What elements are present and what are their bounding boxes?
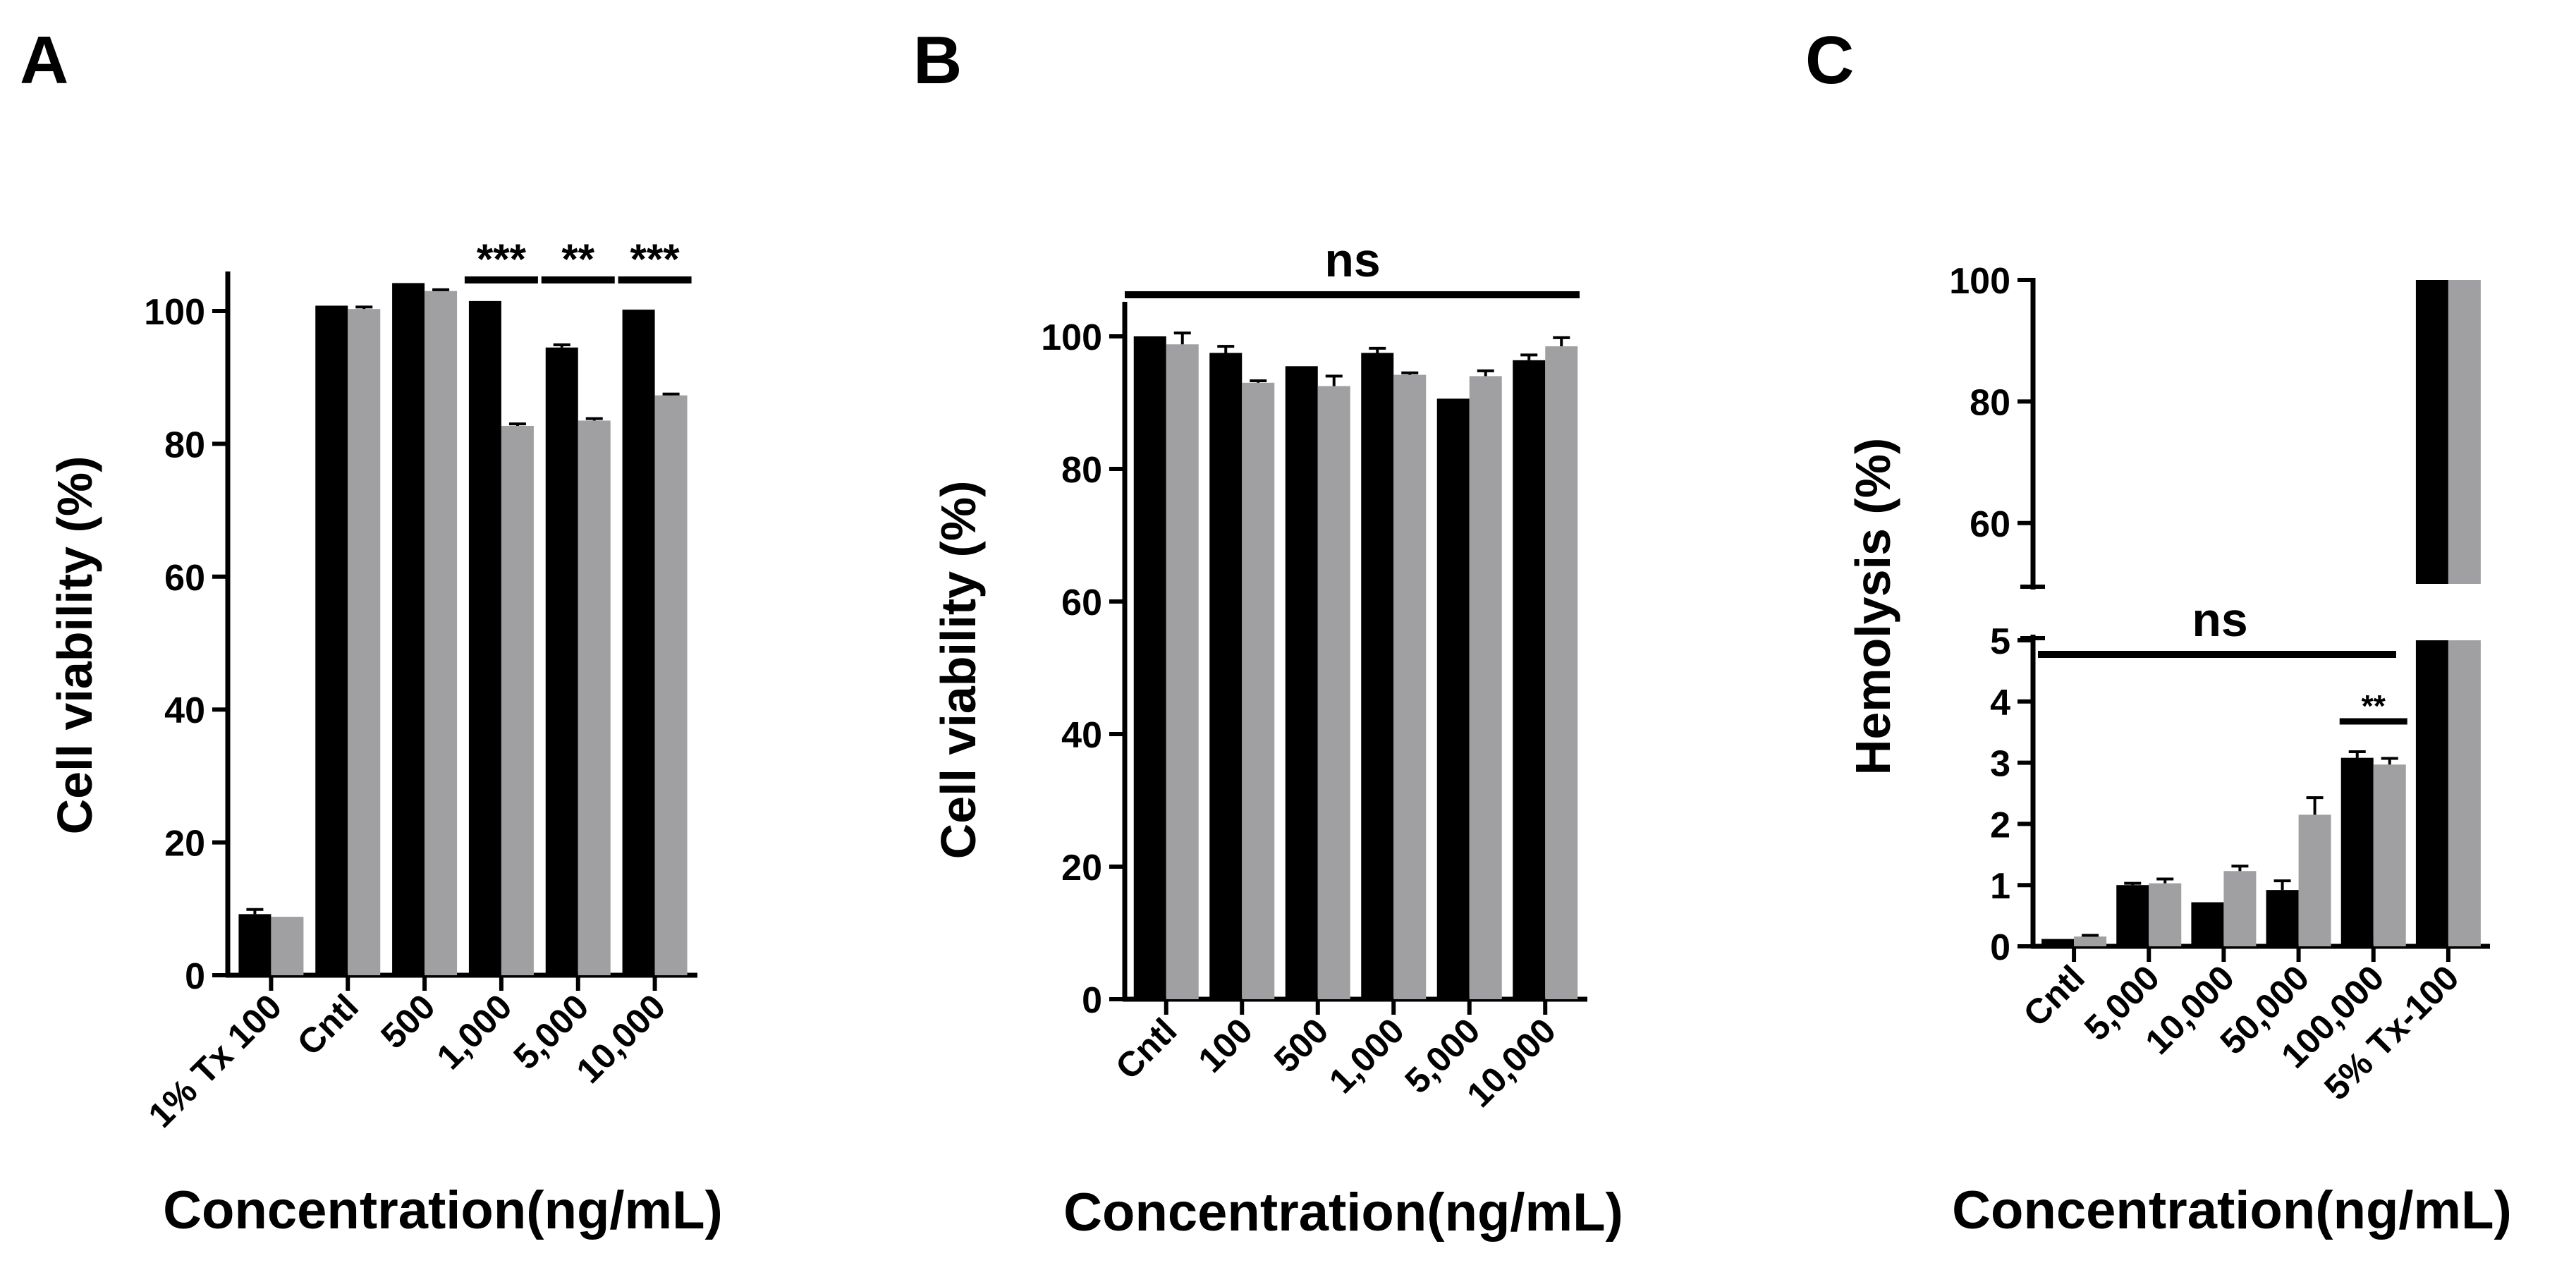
- bar: [1133, 336, 1166, 999]
- bar: [2448, 280, 2481, 584]
- bar: [501, 425, 534, 975]
- bar: [2266, 890, 2299, 946]
- bar: [238, 914, 271, 975]
- x-tick-label: Cntl: [1108, 1010, 1184, 1087]
- significance-label: ***: [630, 236, 680, 283]
- bar: [425, 291, 458, 975]
- bar: [2298, 814, 2331, 946]
- y-tick-label: 1: [1990, 866, 2010, 907]
- bar: [654, 395, 688, 975]
- panel-label: C: [1805, 23, 1854, 98]
- x-axis-label: Concentration(ng/mL): [1952, 1180, 2512, 1240]
- x-tick-label: Cntl: [290, 987, 366, 1063]
- bar: [2191, 902, 2224, 946]
- significance-label: **: [561, 236, 594, 283]
- bar: [1469, 376, 1502, 999]
- y-tick-label: 0: [1082, 980, 1102, 1021]
- bar: [1436, 398, 1470, 999]
- y-axis-label: Hemolysis (%): [1845, 438, 1900, 775]
- y-tick-label: 20: [1061, 848, 1102, 889]
- bar: [271, 917, 304, 975]
- bar: [2448, 640, 2481, 946]
- y-axis-label: Cell viability (%): [931, 481, 986, 860]
- y-tick-label: 80: [164, 425, 205, 465]
- significance-label: **: [2362, 689, 2386, 723]
- x-tick-label: 1% Tx 100: [141, 987, 290, 1135]
- y-tick-label: 100: [1041, 317, 1102, 358]
- x-tick-label: 100: [1190, 1010, 1260, 1080]
- y-tick-label: 80: [1061, 450, 1102, 491]
- y-tick-label: 100: [144, 292, 205, 333]
- y-tick-label: 80: [1970, 382, 2010, 423]
- panel-a: A Cell viability (%) Concentration(ng/mL…: [20, 23, 723, 1240]
- significance-label: ***: [477, 236, 527, 283]
- y-tick-label: 2: [1990, 805, 2010, 845]
- y-tick-label: 4: [1990, 683, 2010, 723]
- bar: [1393, 374, 1427, 999]
- y-tick-label: 3: [1990, 744, 2010, 785]
- x-axis-label: Concentration(ng/mL): [1063, 1183, 1623, 1242]
- bar: [2116, 885, 2149, 946]
- bar: [2041, 939, 2075, 946]
- bar: [1317, 386, 1350, 999]
- bar: [1285, 366, 1318, 999]
- y-tick-label: 100: [1949, 261, 2010, 302]
- panel-label: A: [20, 23, 68, 98]
- bar: [2074, 936, 2107, 946]
- y-tick-label: 60: [1970, 504, 2010, 545]
- bar: [578, 420, 611, 975]
- y-tick-label: 40: [164, 690, 205, 731]
- panel-b: B Cell viability (%) Concentration(ng/mL…: [913, 23, 1623, 1242]
- bar: [622, 310, 655, 976]
- bar: [468, 300, 501, 975]
- significance-label: ns: [1324, 233, 1380, 287]
- bar: [315, 305, 348, 975]
- x-tick-label: 1,000: [429, 987, 520, 1077]
- bar: [1513, 360, 1546, 1000]
- y-tick-label: 60: [164, 558, 205, 599]
- bar: [2415, 280, 2448, 584]
- bar: [1166, 344, 1199, 999]
- bar: [348, 309, 381, 975]
- y-tick-label: 5: [1990, 621, 2010, 662]
- bar: [545, 347, 578, 975]
- y-tick-label: 60: [1061, 582, 1102, 623]
- bar: [1361, 353, 1394, 999]
- y-tick-label: 20: [164, 824, 205, 865]
- panel-label: B: [913, 23, 962, 98]
- y-tick-label: 0: [185, 956, 205, 997]
- bar: [2223, 871, 2257, 946]
- bar: [2149, 883, 2182, 946]
- bar: [1242, 382, 1275, 999]
- x-axis-label: Concentration(ng/mL): [163, 1180, 723, 1240]
- panel-c: C Hemolysis (%) Concentration(ng/mL) 0 1 2…: [1805, 23, 2512, 1240]
- bar: [1209, 353, 1243, 999]
- x-tick-label: 10,000: [569, 987, 673, 1091]
- bar: [2340, 757, 2374, 946]
- y-axis-label: Cell viability (%): [47, 456, 102, 835]
- bar: [2415, 640, 2448, 946]
- y-tick-label: 40: [1061, 715, 1102, 756]
- bar: [2373, 764, 2406, 946]
- y-tick-label: 0: [1990, 927, 2010, 968]
- x-tick-label: 1,000: [1321, 1010, 1412, 1101]
- bar: [392, 283, 425, 975]
- bar: [1545, 346, 1578, 1000]
- significance-label: ns: [2192, 593, 2247, 647]
